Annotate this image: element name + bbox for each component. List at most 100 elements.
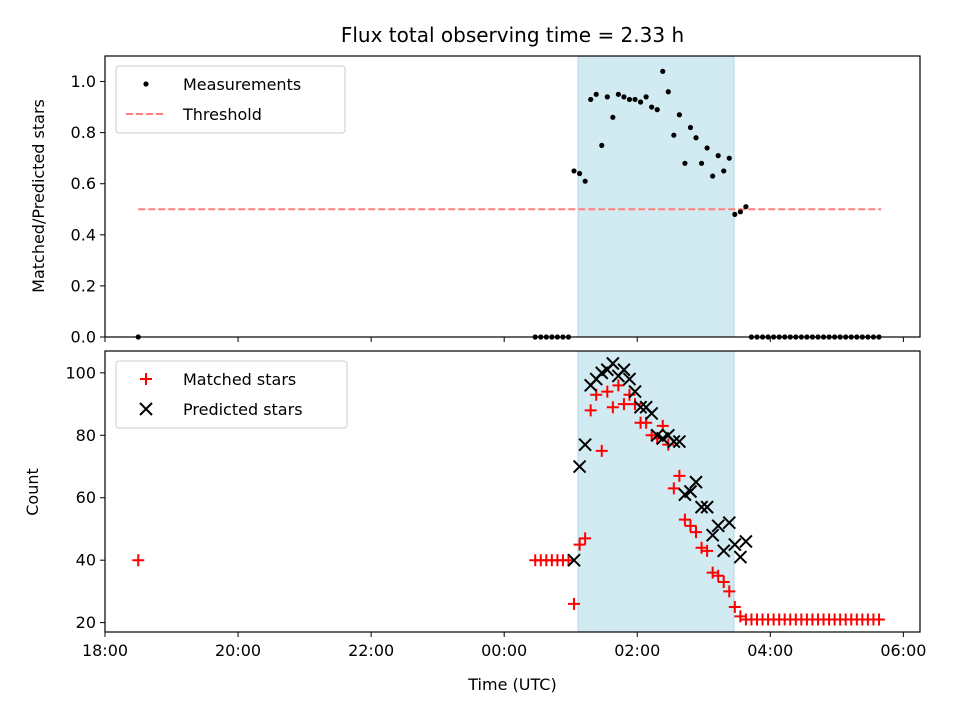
matched-star-point (623, 388, 636, 401)
legend-matched-label: Matched stars (183, 370, 296, 389)
matched-star-point (562, 554, 575, 567)
measurement-point (704, 145, 710, 151)
bottom-y-tick-label: 60 (76, 488, 96, 507)
measurement-point (732, 211, 738, 217)
measurement-point (710, 173, 716, 179)
matched-star-point (872, 613, 885, 626)
predicted-star-point (739, 534, 753, 549)
top-y-tick-label: 0.0 (71, 328, 96, 347)
measurement-point (743, 204, 749, 210)
x-tick-label: 00:00 (481, 641, 527, 660)
measurement-point (599, 142, 605, 149)
legend-threshold-label: Threshold (182, 105, 262, 124)
bottom-y-tick-label: 20 (76, 613, 96, 632)
measurement-point (610, 114, 616, 120)
measurement-point (637, 99, 644, 105)
predicted-star-point (722, 516, 736, 530)
x-tick-label: 20:00 (215, 641, 261, 660)
matched-star-point (684, 519, 697, 532)
measurement-point (726, 155, 732, 161)
measurement-point (698, 160, 705, 166)
predicted-star-point (689, 475, 703, 489)
predicted-star-point (683, 484, 698, 499)
measurement-point (621, 94, 627, 100)
matched-star-point (734, 610, 747, 623)
x-tick-label: 06:00 (880, 641, 926, 660)
measurement-point (626, 96, 633, 103)
legend-measurements-marker (143, 81, 149, 87)
measurement-point (632, 96, 638, 103)
top-legend: Measurements Threshold (115, 65, 346, 134)
matched-star-point (667, 482, 680, 495)
x-tick-label: 02:00 (614, 641, 660, 660)
bottom-legend-box (115, 360, 348, 429)
matched-star-point (595, 444, 608, 457)
matched-star-point (606, 401, 619, 414)
matched-star-point (612, 379, 625, 392)
predicted-star-point (617, 363, 631, 377)
matched-star-point (712, 569, 725, 582)
top-panel: 0.0 0.2 0.4 0.6 0.8 1.0 Matched/Predicted sta… (29, 55, 921, 347)
measurement-point (604, 94, 610, 100)
matched-star-point (132, 554, 145, 567)
predicted-star-point (572, 459, 587, 474)
legend-matched-marker (140, 373, 152, 385)
predicted-star-point (644, 406, 659, 421)
predicted-star-point (578, 437, 592, 452)
predicted-star-point (733, 550, 748, 564)
matched-star-point (673, 469, 686, 482)
matched-star-point (678, 513, 691, 526)
measurement-point (593, 91, 599, 97)
measurement-point (588, 96, 594, 103)
top-legend-box (115, 65, 346, 134)
x-tick-label: 18:00 (82, 641, 128, 660)
measurement-point (571, 168, 577, 174)
measurement-point (687, 124, 694, 131)
top-y-tick-label: 1.0 (71, 72, 96, 91)
predicted-star-point (606, 356, 620, 371)
matched-star-point (617, 398, 630, 411)
legend-measurements-label: Measurements (183, 75, 301, 94)
predicted-star-point (667, 434, 681, 449)
measurement-point (682, 160, 688, 166)
bottom-observing-window (577, 350, 735, 633)
bottom-y-tick-label: 40 (76, 551, 96, 570)
predicted-star-point (628, 384, 642, 399)
x-tick-label: 04:00 (747, 641, 793, 660)
top-y-tick-label: 0.2 (71, 276, 96, 295)
measurement-point (582, 178, 588, 184)
predicted-star-point (705, 528, 720, 542)
bottom-panel: 20 40 60 80 100 18:00 20:00 22:00 00:00 02:00 04:… (23, 350, 926, 694)
matched-star-point (573, 538, 586, 551)
legend-predicted-marker (139, 402, 153, 416)
matched-star-point (568, 597, 581, 610)
measurement-point (643, 94, 649, 100)
predicted-star-point (672, 434, 687, 449)
predicted-star-point (711, 519, 725, 533)
predicted-star-point (700, 500, 714, 514)
top-y-tick-label: 0.8 (71, 123, 96, 142)
predicted-star-point (694, 500, 709, 514)
matched-star-point (601, 385, 614, 398)
predicted-star-point (717, 544, 731, 558)
measurement-point (615, 91, 621, 97)
matched-star-point (701, 544, 714, 557)
matched-star-point (629, 398, 642, 411)
measurement-point (671, 132, 677, 138)
bottom-y-tick-label: 100 (65, 363, 96, 382)
predicted-star-point (567, 553, 581, 567)
x-axis-label: Time (UTC) (467, 675, 556, 694)
measurement-point (737, 209, 743, 215)
bottom-plot-frame (104, 350, 921, 633)
bottom-legend: Matched stars Predicted stars (115, 360, 348, 429)
measurement-point (721, 168, 727, 174)
matched-star-point (579, 532, 592, 545)
predicted-star-point (728, 537, 742, 552)
bottom-y-tick-label: 80 (76, 426, 96, 445)
chart-title: Flux total observing time = 2.33 h (341, 23, 684, 47)
x-tick-label: 22:00 (348, 641, 394, 660)
predicted-star-point (622, 372, 637, 386)
measurement-point (665, 89, 671, 95)
measurement-point (654, 107, 660, 113)
